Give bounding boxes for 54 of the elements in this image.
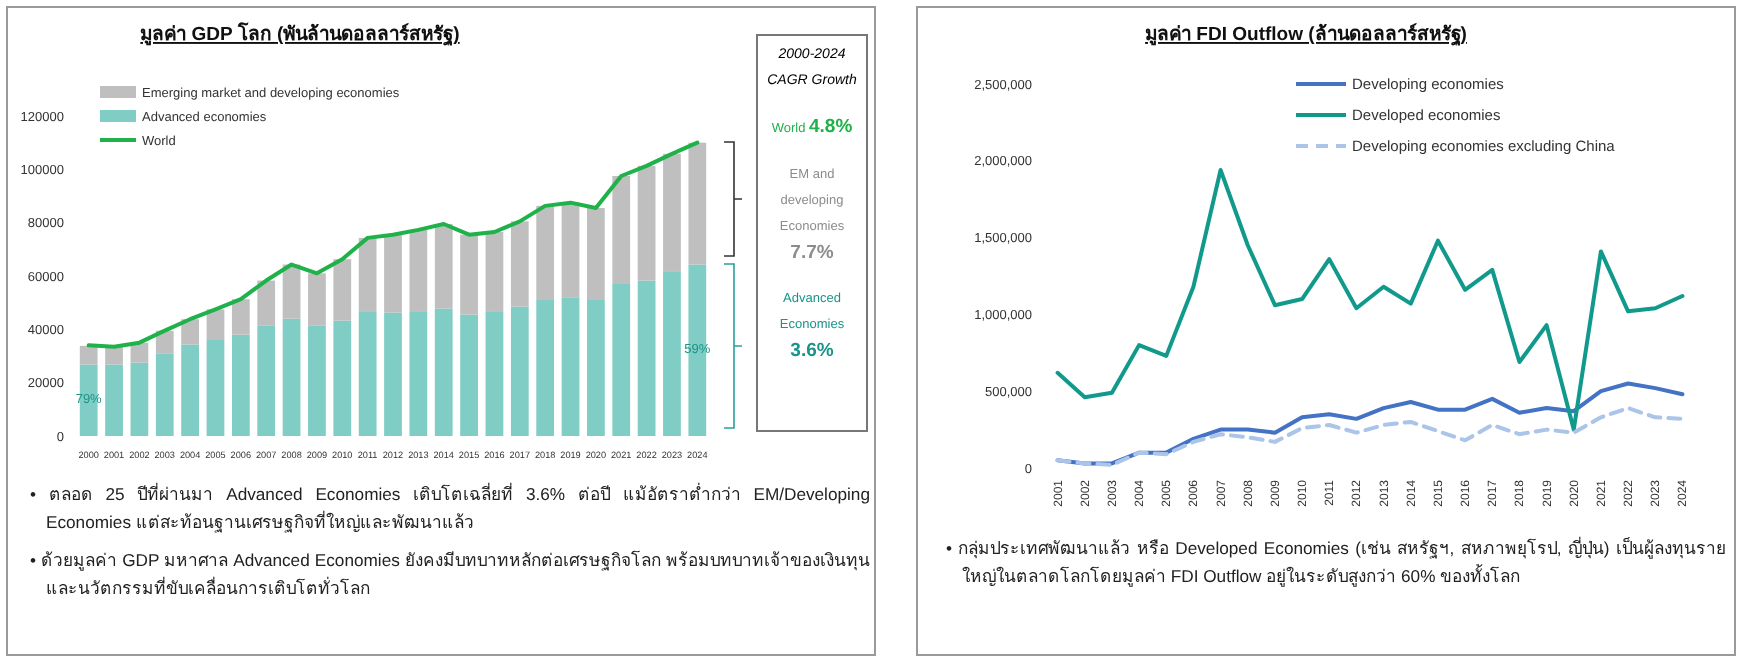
bar (460, 314, 478, 436)
bar (257, 325, 276, 436)
bar (485, 232, 504, 312)
bar (181, 319, 199, 345)
bar (155, 353, 174, 436)
bar (206, 309, 225, 340)
bar (587, 208, 605, 300)
bar (587, 300, 605, 436)
bar (308, 273, 326, 326)
bar (561, 297, 580, 436)
bar (612, 284, 631, 436)
bar (105, 364, 123, 436)
bar (333, 259, 352, 321)
line-series (1055, 406, 1685, 467)
bar (358, 311, 377, 436)
bar (561, 202, 580, 298)
bar (688, 264, 707, 436)
bar (231, 299, 250, 335)
bar (485, 311, 504, 436)
text: • กลุ่มประเทศพัฒนาแล้ว หรือ Developed Economies (เช่น สหรัฐฯ, สหภาพยุโรป, ญี่ปุ่น) เป็นผู้ลงทุนรายใหญ่ในตลาดโลกโดยมูลค่า FDI Outflow อยู่ในระดับสูงกว่า 60% ของทั้งโลก (946, 534, 1726, 590)
bar (434, 308, 453, 436)
bar (409, 229, 428, 312)
bar (308, 325, 326, 436)
bar (282, 318, 301, 436)
bar (510, 221, 529, 307)
bar (637, 165, 656, 281)
bar (231, 334, 250, 436)
chart-title: มูลค่า FDI Outflow (ล้านดอลลาร์สหรัฐ) (1145, 22, 1467, 48)
bar (105, 346, 123, 365)
bar (510, 306, 529, 436)
bar (79, 345, 98, 365)
bar (434, 224, 453, 309)
line-series (1055, 168, 1685, 432)
bar (688, 142, 707, 265)
bar (460, 234, 478, 315)
bar (663, 271, 681, 436)
bar (333, 320, 352, 436)
bar (536, 299, 555, 436)
bar (612, 176, 631, 284)
chart-title: มูลค่า GDP โลก (พันล้านดอลลาร์สหรัฐ) (140, 22, 460, 48)
bar (536, 205, 555, 300)
bar (663, 153, 681, 272)
bar (384, 312, 402, 436)
bar (206, 340, 225, 436)
bar (358, 237, 377, 312)
bar (257, 280, 276, 326)
bar (181, 344, 199, 436)
bar (130, 362, 149, 436)
text: • ด้วยมูลค่า GDP มหาศาล Advanced Economies ยังคงมีบทบาทหลักต่อเศรษฐกิจโลก พร้อมบทบาทเจ้าของเงินทุนและนวัตกรรมที่ขับเคลื่อนการเติบโตทั่วโลก (30, 548, 870, 602)
bar (155, 330, 174, 354)
bar (384, 234, 402, 313)
bar (637, 280, 656, 436)
text: • ตลอด 25 ปีที่ผ่านมา Advanced Economies เติบโตเฉลี่ยที่ 3.6% ต่อปี แม้อัตราต่ำกว่า EM/Developing Economies แต่สะท้อนฐานเศรษฐกิจที่ใหญ่และพัฒนาแล้ว (30, 480, 870, 536)
bar (409, 311, 428, 436)
